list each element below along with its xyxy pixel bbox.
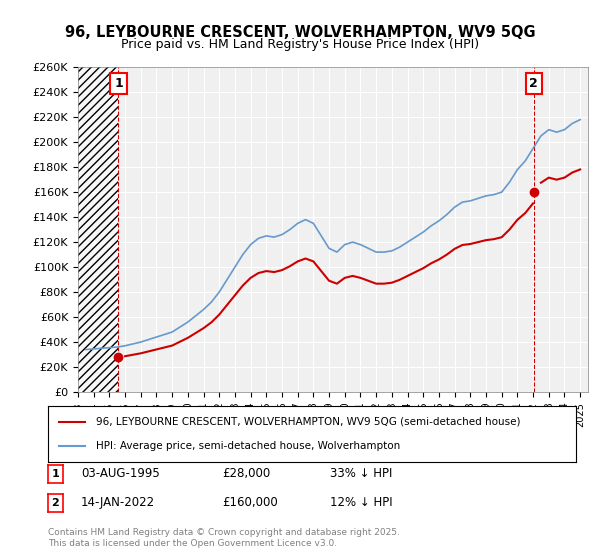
Text: HPI: Average price, semi-detached house, Wolverhampton: HPI: Average price, semi-detached house,… [95,441,400,451]
Text: Contains HM Land Registry data © Crown copyright and database right 2025.
This d: Contains HM Land Registry data © Crown c… [48,528,400,548]
Text: 03-AUG-1995: 03-AUG-1995 [81,466,160,480]
Text: £28,000: £28,000 [222,466,270,480]
Text: 96, LEYBOURNE CRESCENT, WOLVERHAMPTON, WV9 5QG: 96, LEYBOURNE CRESCENT, WOLVERHAMPTON, W… [65,25,535,40]
Text: 1: 1 [52,469,59,479]
Text: 2: 2 [52,498,59,508]
Text: 33% ↓ HPI: 33% ↓ HPI [330,466,392,480]
Text: 12% ↓ HPI: 12% ↓ HPI [330,496,392,509]
Text: Price paid vs. HM Land Registry's House Price Index (HPI): Price paid vs. HM Land Registry's House … [121,38,479,51]
Text: 14-JAN-2022: 14-JAN-2022 [81,496,155,509]
Text: 1: 1 [114,77,123,90]
Text: £160,000: £160,000 [222,496,278,509]
Bar [78,67,118,392]
Text: 96, LEYBOURNE CRESCENT, WOLVERHAMPTON, WV9 5QG (semi-detached house): 96, LEYBOURNE CRESCENT, WOLVERHAMPTON, W… [95,417,520,427]
Text: 2: 2 [529,77,538,90]
